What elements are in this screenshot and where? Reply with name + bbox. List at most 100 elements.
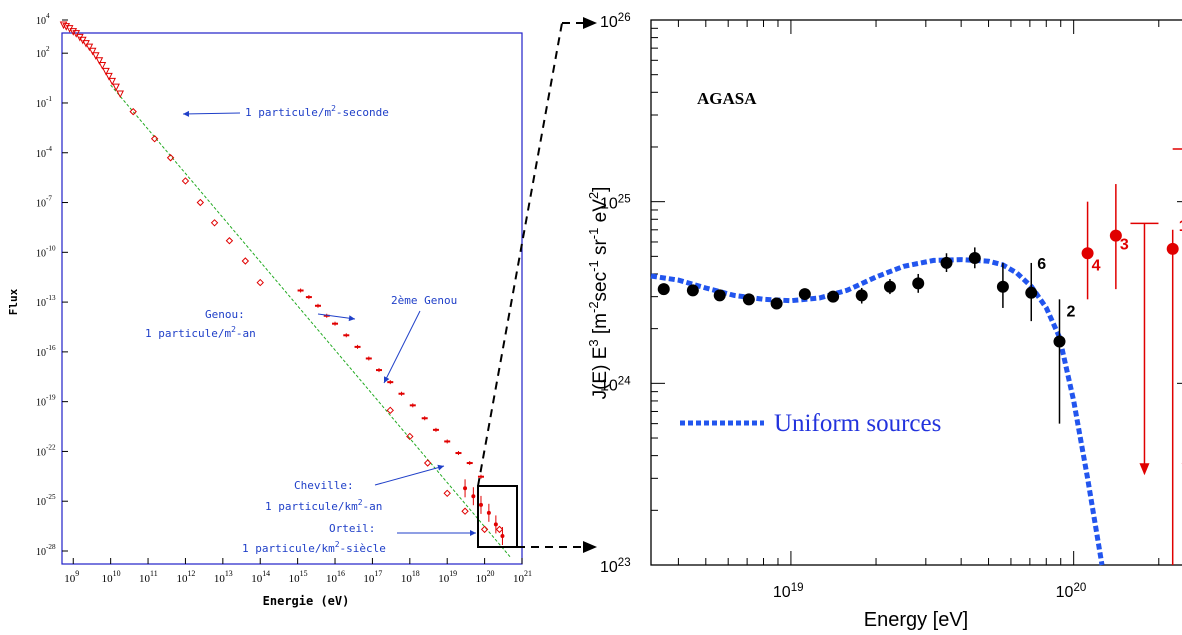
annotation-arrow (317, 313, 356, 320)
left-xtick-label: 1016 (326, 569, 345, 585)
left-annotation: Cheville: 1 particule/km2-an (265, 464, 445, 513)
left-xtick-label: 1021 (513, 569, 532, 585)
left-chart: 109 1010 1011 1012 1013 1014 1015 1016 1017 1018 1… (7, 12, 532, 608)
left-ylabel: Flux (7, 288, 20, 315)
left-ytick-label: 10-4 (36, 145, 52, 160)
right-ytick-label: 1025 (600, 194, 631, 213)
annotation-arrow (182, 112, 241, 115)
right-data-point (1025, 286, 1038, 299)
right-data-point (883, 280, 896, 293)
annotation-arrowhead (470, 530, 476, 536)
left-xtick-label: 1019 (438, 569, 457, 585)
right-data-point (713, 289, 726, 302)
left-data-point (423, 459, 432, 467)
right-ylabel: J(E) E3 [m-2sec-1 sr-1 eV2] (586, 187, 611, 400)
left-data-point (478, 502, 483, 507)
left-data-point (463, 486, 468, 491)
left-data-point (129, 107, 137, 116)
left-ytick-label: 10-28 (36, 543, 56, 558)
right-data-point (1109, 229, 1122, 242)
left-xtick-label: 109 (64, 569, 79, 585)
annotation-heading: Genou: (205, 308, 245, 321)
right-data-point (686, 284, 699, 297)
left-xtick-label: 1014 (251, 569, 270, 585)
left-data-point (495, 525, 504, 534)
left-annotation: 2ème Genou (383, 294, 457, 384)
left-annotation: 1 particule/m2-seconde (182, 104, 389, 119)
left-xtick-label: 1012 (176, 569, 195, 585)
left-plot-frame (61, 32, 523, 565)
annotation-heading: Orteil: (329, 522, 375, 535)
data-point-label: 2 (1066, 303, 1075, 320)
annotation-text: 2ème Genou (391, 294, 457, 307)
right-data-point (827, 290, 840, 303)
right-chart: 1023 1024 1025 1026 1019 1020 6 2 4 3 1 AGASA Uni… (586, 12, 1182, 631)
left-xtick-label: 1015 (289, 569, 308, 585)
left-data-point (210, 219, 219, 227)
connector-top-arrowhead (583, 17, 597, 29)
right-xtick-label: 1019 (773, 582, 804, 601)
left-data-point (72, 30, 81, 38)
left-data-point (256, 278, 264, 287)
connector-bottom-arrowhead (583, 541, 597, 553)
right-xtick-label: 1020 (1056, 582, 1087, 601)
left-ytick-label: 10-25 (36, 493, 56, 508)
left-data-point (105, 72, 113, 81)
left-data-point (181, 177, 190, 185)
right-data-point (742, 293, 755, 306)
left-data-point (98, 62, 107, 70)
left-data-point (95, 57, 104, 65)
right-data-point (657, 283, 670, 296)
right-data-point (798, 288, 811, 301)
annotation-text: 1 particule/km2-an (265, 498, 382, 513)
right-data-point (770, 297, 783, 310)
left-data-point (471, 494, 476, 499)
left-xtick-label: 1017 (363, 569, 382, 585)
right-data-point (996, 280, 1009, 293)
left-data-point (59, 21, 68, 30)
left-data-point (486, 510, 491, 515)
left-ytick-label: 104 (36, 12, 50, 27)
left-xtick-label: 1020 (476, 569, 495, 585)
left-ytick-label: 10-13 (36, 294, 56, 309)
left-data-point (82, 40, 90, 48)
right-ytick-label: 1023 (600, 557, 631, 576)
left-data-point (461, 507, 469, 515)
left-ytick-label: 10-19 (36, 394, 56, 409)
left-data-point (108, 77, 117, 86)
left-data-point (166, 154, 175, 162)
left-data-point (116, 90, 125, 99)
right-plot-frame (650, 19, 1182, 566)
legend-label-uniform-sources: Uniform sources (774, 410, 941, 437)
left-ytick-label: 10-1 (36, 95, 52, 110)
right-data-point (855, 289, 868, 302)
left-xtick-label: 1011 (139, 569, 158, 585)
left-ytick-label: 102 (36, 45, 50, 60)
left-xlabel: Energie (eV) (263, 594, 350, 608)
annotation-arrow (383, 310, 421, 384)
left-ytick-label: 10-7 (36, 195, 52, 210)
left-data-point (150, 135, 159, 143)
data-point-label: 4 (1092, 257, 1101, 274)
right-data-point (912, 277, 925, 290)
connector-top-line (477, 22, 563, 487)
left-fit-line (110, 84, 512, 558)
annotation-arrow (374, 465, 445, 486)
right-ytick-label: 1026 (600, 12, 631, 31)
right-data-point (1053, 335, 1066, 348)
left-data-point (241, 257, 250, 265)
annotation-text: 1 particule/km2-siècle (242, 540, 386, 555)
right-ytick-label: 1024 (600, 375, 631, 394)
left-annotation: Orteil: 1 particule/km2-siècle (242, 522, 476, 555)
left-ytick-label: 10-16 (36, 344, 56, 359)
zoom-connector (477, 17, 597, 553)
left-data-point (493, 522, 498, 527)
right-data-point (940, 256, 953, 269)
zoom-box (477, 485, 518, 548)
left-ytick-label: 10-10 (36, 244, 56, 259)
left-data-point (386, 406, 394, 415)
right-title: AGASA (697, 89, 757, 108)
left-data-point (112, 83, 120, 92)
data-point-label: 3 (1120, 237, 1129, 254)
left-data-point (85, 43, 94, 52)
